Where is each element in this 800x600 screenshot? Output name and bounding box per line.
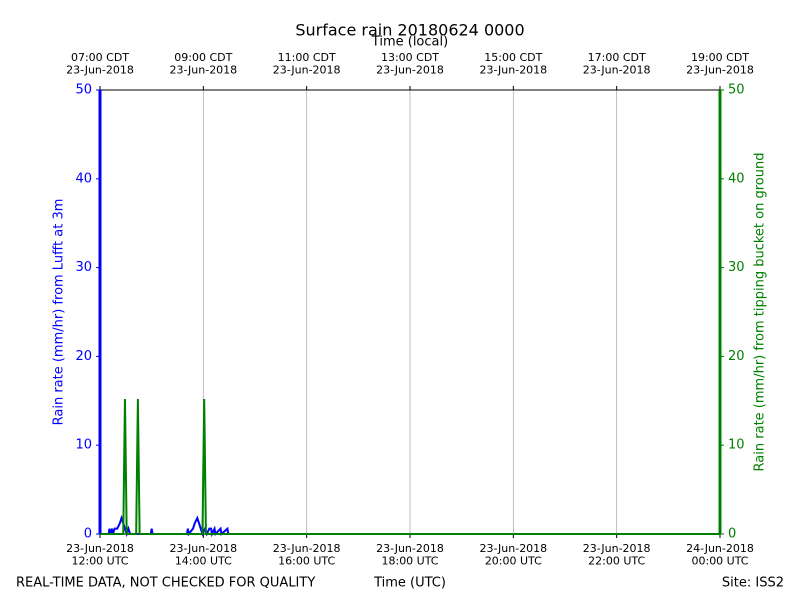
y2-tick-label: 40 — [728, 171, 745, 186]
y-axis-label: Rain rate (mm/hr) from Lufft at 3m — [52, 199, 67, 426]
y-tick-label: 50 — [75, 83, 92, 98]
y2-tick-label: 0 — [728, 527, 736, 542]
y-tick-label: 40 — [75, 171, 92, 186]
y2-tick-label: 30 — [728, 260, 745, 275]
x-tick-label: 23-Jun-2018 20:00 UTC — [479, 542, 547, 568]
top-x-tick-label: 15:00 CDT 23-Jun-2018 — [479, 51, 547, 77]
x-axis-label: Time (UTC) — [373, 576, 446, 591]
top-axis-label: Time (local) — [371, 35, 448, 50]
top-x-tick-label: 11:00 CDT 23-Jun-2018 — [273, 51, 341, 77]
top-x-tick-label: 19:00 CDT 23-Jun-2018 — [686, 51, 754, 77]
chart-title: Surface rain 20180624 0000 — [295, 21, 524, 40]
series-line — [100, 514, 720, 538]
y-tick-label: 0 — [84, 527, 92, 542]
x-tick-label: 23-Jun-2018 16:00 UTC — [273, 542, 341, 568]
x-tick-label: 23-Jun-2018 22:00 UTC — [583, 542, 651, 568]
top-x-tick-label: 09:00 CDT 23-Jun-2018 — [169, 51, 237, 77]
y2-axis-label: Rain rate (mm/hr) from tipping bucket on… — [753, 153, 768, 472]
y2-tick-label: 20 — [728, 349, 745, 364]
series-line — [100, 399, 720, 535]
top-x-tick-label: 17:00 CDT 23-Jun-2018 — [583, 51, 651, 77]
y2-tick-label: 50 — [728, 83, 745, 98]
y-tick-label: 30 — [75, 260, 92, 275]
x-tick-label: 23-Jun-2018 12:00 UTC — [66, 542, 134, 568]
y-tick-label: 10 — [75, 438, 92, 453]
site-label: Site: ISS2 — [722, 576, 784, 591]
x-tick-label: 23-Jun-2018 18:00 UTC — [376, 542, 444, 568]
y2-tick-label: 10 — [728, 438, 745, 453]
x-tick-label: 24-Jun-2018 00:00 UTC — [686, 542, 754, 568]
top-x-tick-label: 13:00 CDT 23-Jun-2018 — [376, 51, 444, 77]
y-tick-label: 20 — [75, 349, 92, 364]
footnote: REAL-TIME DATA, NOT CHECKED FOR QUALITY — [16, 576, 315, 591]
top-x-tick-label: 07:00 CDT 23-Jun-2018 — [66, 51, 134, 77]
x-tick-label: 23-Jun-2018 14:00 UTC — [169, 542, 237, 568]
